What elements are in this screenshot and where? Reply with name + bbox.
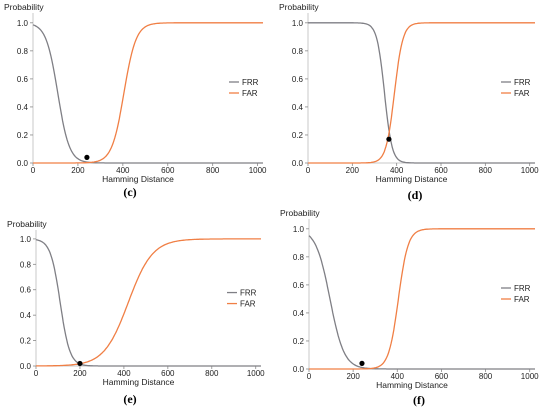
- y-tick-label: 0.4: [20, 311, 32, 320]
- x-tick-label: 1000: [247, 369, 265, 378]
- y-axis-label: Probability: [4, 2, 44, 12]
- series-line-frr: [308, 22, 535, 164]
- panel-caption: (e): [123, 392, 136, 406]
- x-tick-label: 600: [435, 372, 449, 381]
- legend-label: FRR: [514, 284, 531, 293]
- x-tick-label: 1000: [521, 372, 539, 381]
- x-tick-label: 400: [116, 166, 130, 175]
- x-tick-label: 400: [390, 166, 404, 175]
- y-tick-label: 1.0: [292, 19, 304, 28]
- y-tick-label: 0.4: [293, 309, 305, 318]
- series-line-far: [36, 238, 261, 367]
- y-tick-label: 1.0: [17, 19, 29, 28]
- series-line-far: [309, 228, 535, 370]
- x-tick-label: 200: [71, 166, 85, 175]
- y-axis-label: Probability: [280, 208, 320, 218]
- y-tick-label: 0.2: [17, 131, 29, 140]
- y-tick-label: 0.6: [293, 281, 305, 290]
- x-tick-label: 0: [307, 372, 312, 381]
- y-tick-label: 1.0: [20, 235, 32, 244]
- x-tick-label: 1000: [249, 166, 267, 175]
- series-line-frr: [35, 239, 261, 367]
- x-tick-label: 400: [391, 372, 405, 381]
- legend-label: FAR: [514, 89, 530, 98]
- y-tick-label: 0.0: [20, 362, 32, 371]
- x-tick-label: 800: [205, 369, 219, 378]
- y-tick-label: 0.0: [293, 365, 305, 374]
- y-tick-label: 0.8: [292, 47, 304, 56]
- series-line-far: [33, 22, 263, 164]
- panel-caption: (c): [123, 185, 136, 199]
- legend-label: FRR: [240, 289, 257, 298]
- panel-caption: (d): [408, 188, 423, 202]
- y-axis-label: Probability: [7, 219, 47, 229]
- legend-label: FAR: [242, 89, 258, 98]
- crossover-point: [386, 136, 392, 142]
- crossover-point: [84, 154, 90, 160]
- y-tick-label: 0.2: [20, 337, 32, 346]
- panel-caption: (f): [413, 393, 425, 407]
- x-tick-label: 0: [31, 166, 36, 175]
- chart-panel: Probability 0.0 0.2 0.4 0.6 0.8 1.0 0 200 400 600 8…: [7, 219, 265, 406]
- x-tick-label: 400: [117, 369, 131, 378]
- x-tick-label: 800: [479, 372, 493, 381]
- chart-panel: Probability 0.0 0.2 0.4 0.6 0.8 1.0 0 200 400 600 8…: [4, 2, 267, 199]
- crossover-point: [359, 360, 365, 366]
- y-tick-label: 0.4: [17, 103, 29, 112]
- chart-panel: Probability 0.0 0.2 0.4 0.6 0.8 1.0 0 200 400 600 8…: [279, 2, 539, 202]
- legend-label: FRR: [514, 78, 531, 87]
- x-tick-label: 0: [34, 369, 39, 378]
- x-axis-label: Hamming Distance: [103, 377, 175, 387]
- y-tick-label: 0.6: [17, 75, 29, 84]
- series-line-frr: [32, 24, 263, 164]
- series-line-far: [308, 22, 535, 164]
- y-tick-label: 0.8: [293, 253, 305, 262]
- series-line-frr: [308, 235, 535, 370]
- x-tick-label: 600: [434, 166, 448, 175]
- x-axis-label: Hamming Distance: [376, 174, 448, 184]
- legend-label: FRR: [242, 78, 259, 87]
- y-tick-label: 0.2: [293, 337, 305, 346]
- x-axis-label: Hamming Distance: [376, 380, 448, 390]
- y-tick-label: 1.0: [293, 225, 305, 234]
- y-axis-label: Probability: [279, 2, 319, 12]
- y-tick-label: 0.8: [17, 47, 29, 56]
- x-tick-label: 600: [161, 166, 175, 175]
- x-tick-label: 1000: [521, 166, 539, 175]
- x-tick-label: 0: [306, 166, 311, 175]
- y-tick-label: 0.6: [20, 286, 32, 295]
- legend-label: FAR: [240, 300, 256, 309]
- crossover-point: [77, 360, 83, 367]
- y-tick-label: 0.0: [292, 159, 304, 168]
- y-tick-label: 0.2: [292, 131, 304, 140]
- x-axis-label: Hamming Distance: [102, 174, 174, 184]
- chart-panel: Probability 0.0 0.2 0.4 0.6 0.8 1.0 0 200 400 600 8…: [280, 208, 539, 407]
- y-tick-label: 0.4: [292, 103, 304, 112]
- x-tick-label: 200: [346, 372, 360, 381]
- y-tick-label: 0.0: [17, 159, 29, 168]
- x-tick-label: 600: [161, 369, 175, 378]
- y-tick-label: 0.8: [20, 260, 32, 269]
- x-tick-label: 800: [479, 166, 493, 175]
- x-tick-label: 800: [206, 166, 220, 175]
- x-tick-label: 200: [73, 369, 87, 378]
- y-tick-label: 0.6: [292, 75, 304, 84]
- x-tick-label: 200: [346, 166, 360, 175]
- legend-label: FAR: [514, 295, 530, 304]
